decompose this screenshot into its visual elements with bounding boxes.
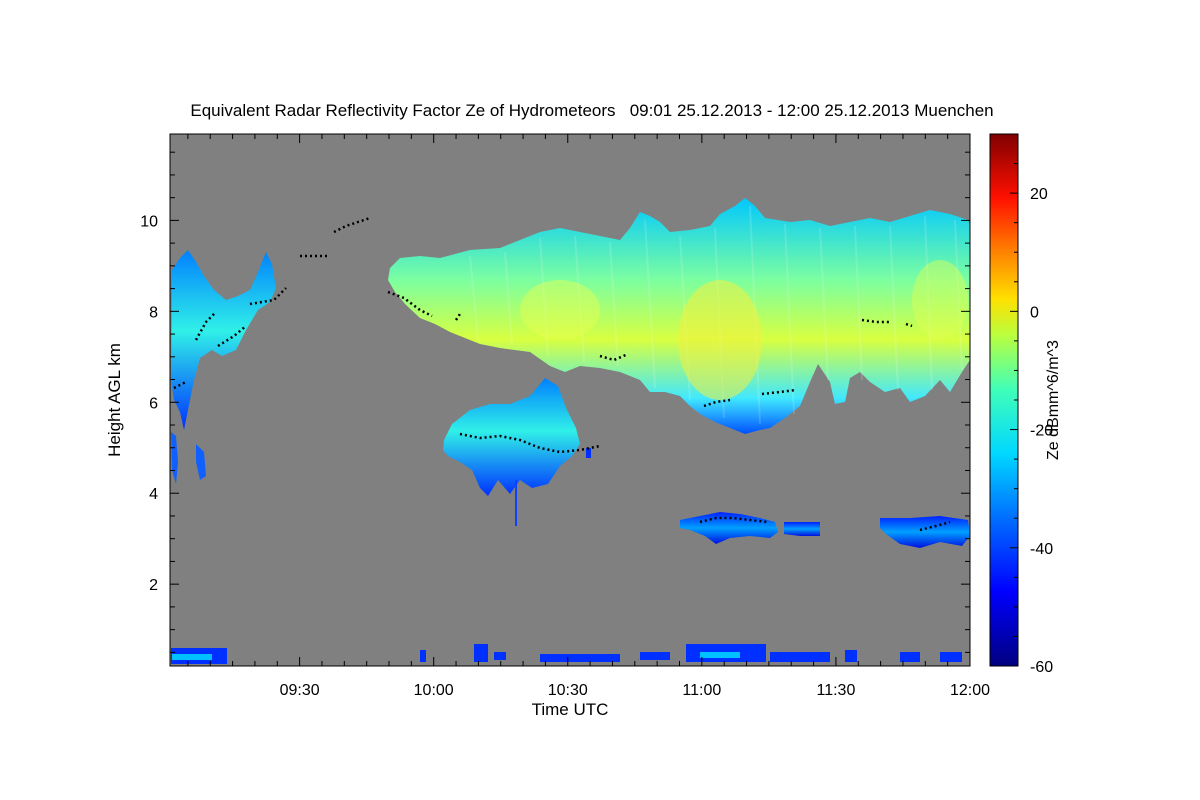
plot-frame bbox=[169, 133, 971, 667]
y-tick-label: 8 bbox=[149, 304, 158, 321]
echo-early-cloud-tail bbox=[171, 432, 206, 484]
y-tick-label: 4 bbox=[149, 486, 158, 503]
x-tick-label: 11:00 bbox=[682, 682, 721, 699]
colorbar-tick-label: -40 bbox=[1030, 541, 1053, 558]
colorbar-tick-label: 0 bbox=[1030, 304, 1039, 321]
x-tick-label: 09:30 bbox=[280, 682, 320, 699]
y-axis-label: Height AGL km bbox=[105, 343, 124, 457]
x-tick-label: 10:30 bbox=[548, 682, 588, 699]
chart-title: Equivalent Radar Reflectivity Factor Ze … bbox=[190, 101, 993, 120]
x-axis: 09:30 10:00 10:30 11:00 11:30 12:00 bbox=[187, 134, 990, 699]
x-tick-label: 10:00 bbox=[414, 682, 454, 699]
y-tick-label: 10 bbox=[140, 213, 158, 230]
cloud-base-markers bbox=[173, 216, 951, 532]
echo-low-layer-1b bbox=[784, 522, 820, 536]
x-tick-label: 12:00 bbox=[950, 682, 990, 699]
echo-layer bbox=[171, 198, 970, 664]
x-axis-label: Time UTC bbox=[532, 700, 609, 719]
echo-core bbox=[520, 280, 600, 340]
echo-streaks bbox=[469, 205, 963, 425]
echo-low-layer-1 bbox=[680, 512, 778, 544]
echo-ground-clutter bbox=[171, 644, 962, 664]
y-tick-label: 6 bbox=[149, 395, 158, 412]
y-tick-label: 2 bbox=[149, 577, 158, 594]
echo-upper-cirrus-main bbox=[388, 198, 970, 434]
echo-mid-level-cloud bbox=[443, 378, 580, 496]
colorbar-tick-label: -20 bbox=[1030, 423, 1053, 440]
echo-core bbox=[678, 280, 762, 400]
colorbar bbox=[989, 133, 1019, 667]
plot-area bbox=[169, 133, 971, 667]
colorbar-tick-label: -60 bbox=[1030, 659, 1053, 676]
colorbar-axis: -60 -40 -20 0 20 bbox=[1010, 163, 1053, 676]
echo-early-cloud bbox=[171, 250, 276, 430]
echo-core bbox=[912, 260, 968, 340]
y-axis: 2 4 6 8 10 bbox=[140, 151, 970, 653]
colorbar-label: Ze dBmm^6/m^3 bbox=[1045, 340, 1062, 460]
echo-low-layer-2 bbox=[880, 516, 970, 548]
echo-mid-spot bbox=[586, 448, 591, 458]
colorbar-tick-label: 20 bbox=[1030, 186, 1048, 203]
x-tick-label: 11:30 bbox=[816, 682, 855, 699]
